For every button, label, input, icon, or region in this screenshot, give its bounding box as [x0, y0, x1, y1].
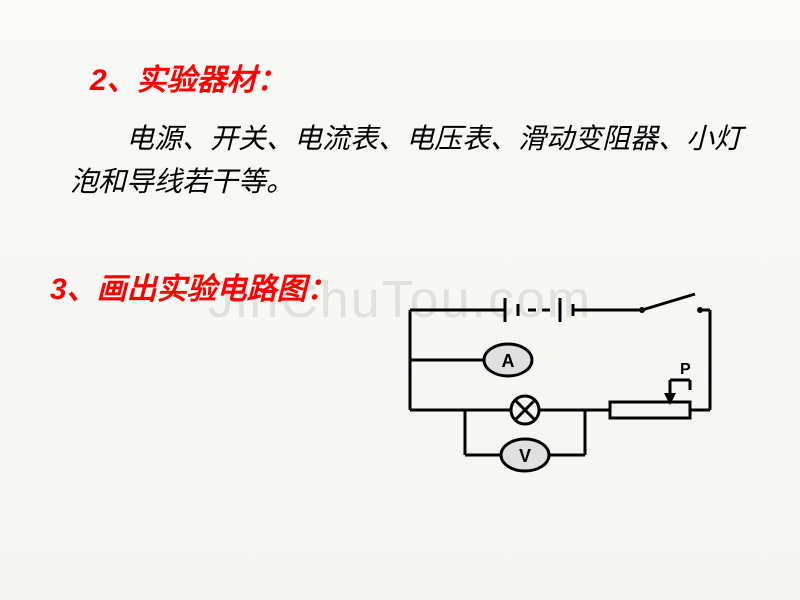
equipment-list-text: 电源、开关、电流表、电压表、滑动变阻器、小灯泡和导线若干等。 [70, 117, 750, 204]
voltmeter-label: V [519, 446, 531, 466]
section-2-heading: 2、实验器材： [90, 55, 750, 99]
section-3-heading: 3、画出实验电路图： [50, 264, 750, 308]
slider-label: P [680, 361, 691, 378]
slide-content: 2、实验器材： 电源、开关、电流表、电压表、滑动变阻器、小灯泡和导线若干等。 3… [0, 0, 800, 363]
